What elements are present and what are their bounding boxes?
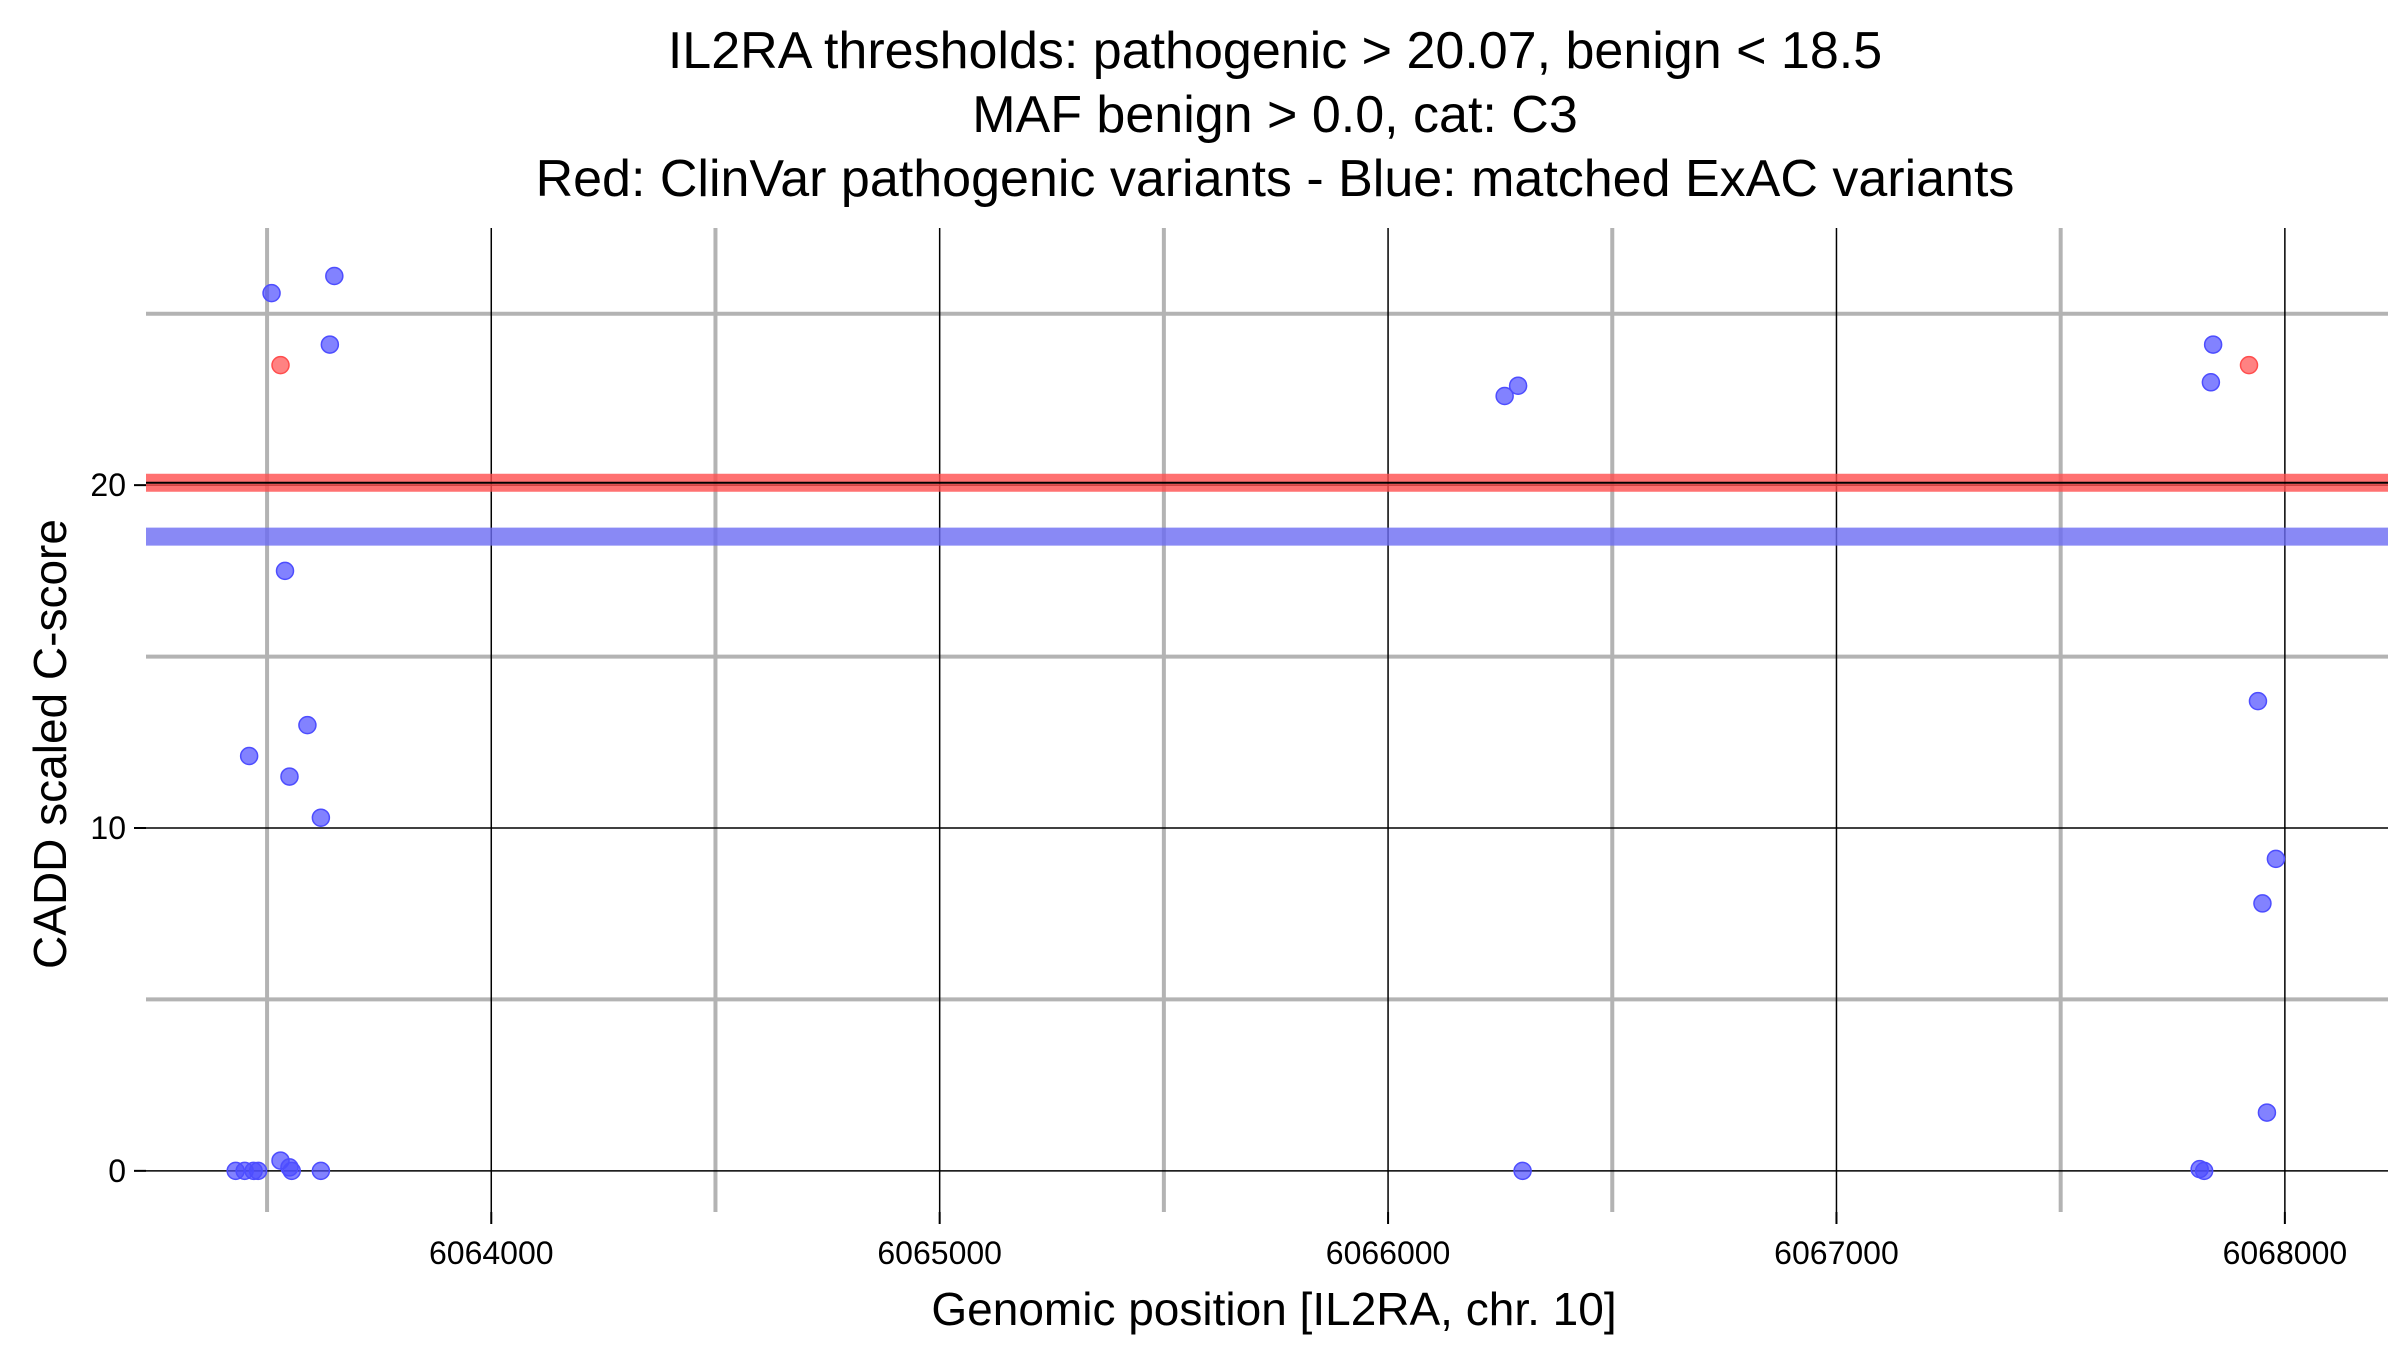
exac-matched-point <box>2194 1161 2214 1181</box>
exac-matched-point <box>282 1161 301 1181</box>
y-axis-label: CADD scaled C-score <box>24 519 76 969</box>
exac-matched-point <box>2257 1103 2277 1122</box>
y-tick-label: 20 <box>90 467 126 503</box>
x-tick-label: 6066000 <box>1326 1235 1451 1271</box>
exac-matched-point <box>311 1161 331 1181</box>
x-axis-label: Genomic position [IL2RA, chr. 10] <box>931 1283 1616 1335</box>
exac-matched-point <box>2266 849 2286 869</box>
exac-matched-point <box>248 1161 268 1181</box>
x-tick-label: 6068000 <box>2223 1235 2348 1271</box>
exac-matched-point <box>280 767 299 786</box>
x-tick-label: 6065000 <box>877 1235 1002 1271</box>
chart-title-line-2: MAF benign > 0.0, cat: C3 <box>972 86 1578 144</box>
exac-matched-point <box>1495 386 1514 406</box>
y-tick-label: 0 <box>108 1153 126 1189</box>
y-tick-label: 10 <box>90 810 126 846</box>
x-tick-label: 6067000 <box>1774 1235 1899 1271</box>
axis-ticks: 6064000 6065000 6066000 6067000 6068000 0 10 20 <box>90 467 2347 1271</box>
exac-matched-point <box>1513 1161 1532 1181</box>
threshold-bands <box>146 473 2388 546</box>
clinvar-pathogenic-point <box>2239 355 2259 375</box>
chart-title-line-1: IL2RA thresholds: pathogenic > 20.07, be… <box>668 22 1882 80</box>
exac-matched-point <box>2203 335 2223 354</box>
exac-matched-point <box>2248 691 2268 711</box>
exac-matched-point <box>2201 373 2221 392</box>
exac-matched-point <box>275 561 295 581</box>
exac-matched-point <box>239 746 259 766</box>
exac-matched-point <box>325 266 344 286</box>
grid-lines <box>146 228 2388 1212</box>
exac-matched-point <box>298 715 317 735</box>
clinvar-pathogenic-point <box>271 355 290 375</box>
x-tick-label: 6064000 <box>429 1235 554 1271</box>
exac-matched-point <box>2253 894 2272 913</box>
data-points <box>226 266 2286 1181</box>
exac-matched-point <box>320 335 340 354</box>
exac-matched-point <box>262 283 281 303</box>
chart-title-line-3: Red: ClinVar pathogenic variants - Blue:… <box>536 150 2015 208</box>
exac-matched-point <box>311 808 331 827</box>
exac-matched-point <box>1508 376 1528 395</box>
